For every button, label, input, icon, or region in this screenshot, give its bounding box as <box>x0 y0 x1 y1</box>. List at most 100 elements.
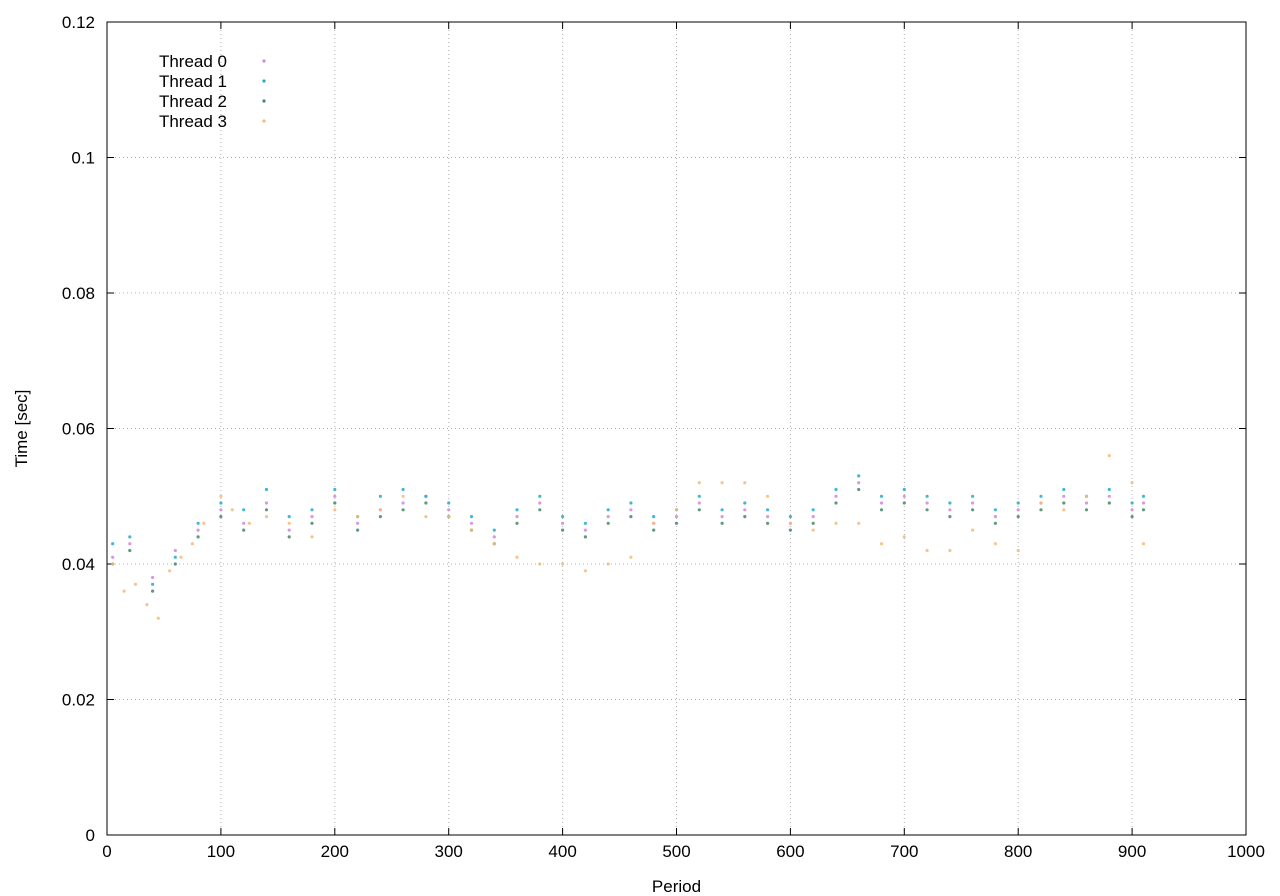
data-point <box>1141 542 1146 546</box>
data-point <box>196 535 200 539</box>
data-point <box>133 582 138 586</box>
data-point <box>378 494 382 498</box>
data-point <box>1039 508 1043 512</box>
data-point <box>356 528 360 532</box>
y-tick-label: 0.04 <box>62 555 95 574</box>
x-tick-label: 300 <box>435 842 463 861</box>
y-axis-label: Time [sec] <box>12 390 31 468</box>
data-point <box>356 521 360 525</box>
data-point <box>971 528 975 532</box>
data-point <box>902 494 906 498</box>
x-tick-label: 500 <box>662 842 690 861</box>
data-point <box>971 501 975 505</box>
data-point <box>378 508 382 512</box>
data-point <box>879 508 884 512</box>
data-point <box>697 501 701 505</box>
data-point <box>122 589 126 593</box>
data-point <box>583 521 588 525</box>
data-point <box>652 521 656 525</box>
data-point <box>674 508 679 512</box>
legend-marker <box>262 59 266 63</box>
x-tick-label: 900 <box>1118 842 1146 861</box>
data-point <box>743 515 747 519</box>
data-point <box>834 494 838 498</box>
x-tick-label: 0 <box>102 842 111 861</box>
data-point <box>743 501 747 505</box>
data-point <box>515 521 519 525</box>
data-point <box>190 542 194 546</box>
data-point <box>333 501 337 505</box>
data-point <box>469 521 474 525</box>
data-point <box>583 535 588 539</box>
data-point <box>1062 508 1066 512</box>
x-tick-label: 1000 <box>1227 842 1265 861</box>
data-point <box>652 528 656 532</box>
data-point <box>1130 501 1134 505</box>
data-point <box>857 474 861 478</box>
data-point <box>902 535 906 539</box>
data-point <box>173 562 177 566</box>
data-point <box>629 555 633 559</box>
data-point <box>492 542 496 546</box>
data-point <box>492 535 496 539</box>
data-point <box>310 508 314 512</box>
data-point <box>561 562 565 566</box>
series-0 <box>111 481 1146 580</box>
data-point <box>1016 548 1020 553</box>
data-point <box>333 487 337 492</box>
series-1 <box>111 474 1146 586</box>
y-tick-label: 0.12 <box>62 13 95 32</box>
data-point <box>538 562 542 566</box>
y-tick-label: 0.1 <box>71 149 95 168</box>
data-point <box>743 481 747 485</box>
data-point <box>424 515 428 519</box>
data-point <box>925 494 929 498</box>
data-point <box>629 501 633 505</box>
data-point <box>811 508 815 512</box>
data-point <box>766 515 770 519</box>
data-point <box>310 515 314 519</box>
data-point <box>219 501 223 505</box>
data-point <box>424 494 428 498</box>
grid <box>107 22 1246 835</box>
legend-marker <box>262 119 266 123</box>
data-point <box>993 521 998 525</box>
data-point <box>879 494 884 498</box>
data-point <box>264 487 269 492</box>
data-point <box>219 515 223 519</box>
data-point <box>948 501 952 505</box>
data-point <box>629 515 633 519</box>
data-point <box>1084 508 1089 512</box>
data-point <box>111 562 115 566</box>
data-point <box>720 515 724 519</box>
data-point <box>401 508 405 512</box>
data-point <box>156 616 160 620</box>
data-point <box>179 555 183 559</box>
x-tick-label: 800 <box>1004 842 1032 861</box>
data-point <box>993 515 998 519</box>
data-point <box>333 494 337 498</box>
data-point <box>561 528 565 532</box>
data-point <box>202 521 206 525</box>
data-point <box>583 569 588 573</box>
data-point <box>583 528 588 532</box>
data-point <box>834 487 838 492</box>
data-point <box>720 508 724 512</box>
data-point <box>1016 501 1020 505</box>
data-point <box>720 521 724 525</box>
y-tick-label: 0.06 <box>62 420 95 439</box>
data-point <box>287 535 291 539</box>
data-point <box>766 508 770 512</box>
data-point <box>948 508 952 512</box>
data-point <box>1141 501 1146 505</box>
data-point <box>128 548 132 553</box>
data-point <box>492 528 496 532</box>
data-point <box>230 508 234 512</box>
data-point <box>1084 494 1089 498</box>
data-point <box>902 487 906 492</box>
data-point <box>1084 501 1089 505</box>
data-point <box>834 501 838 505</box>
y-tick-label: 0 <box>86 826 95 845</box>
data-point <box>151 582 155 586</box>
